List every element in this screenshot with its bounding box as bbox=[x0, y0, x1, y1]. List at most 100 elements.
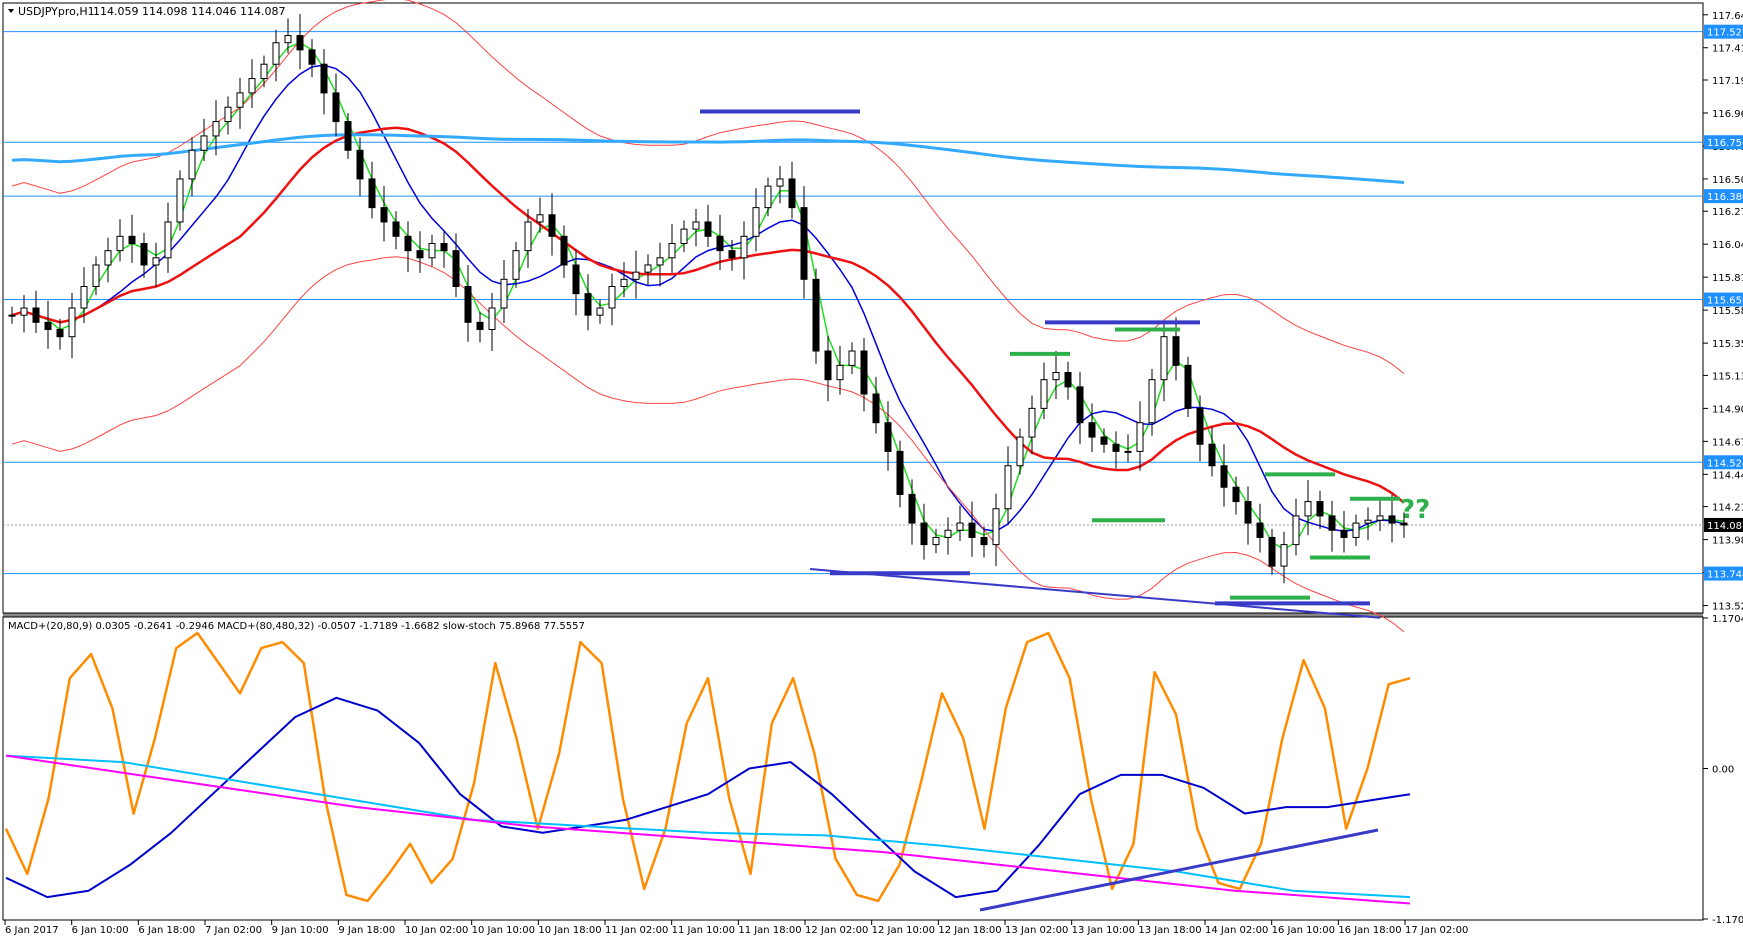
candle-body bbox=[332, 92, 340, 123]
candle-body bbox=[128, 235, 136, 244]
candle-body bbox=[356, 149, 364, 180]
candle-body bbox=[464, 285, 472, 323]
candle-body bbox=[1136, 422, 1144, 452]
y-tick-label: 117.415 bbox=[1712, 44, 1743, 55]
candle-body bbox=[1376, 515, 1384, 521]
x-tick-label: 6 Jan 2017 bbox=[5, 925, 59, 936]
candle-body bbox=[488, 307, 496, 331]
candle-body bbox=[1268, 536, 1276, 567]
candle-body bbox=[236, 92, 244, 108]
candle-body bbox=[908, 493, 916, 524]
candle-body bbox=[1148, 379, 1156, 424]
candle-body bbox=[404, 235, 412, 252]
question-annotation: ?? bbox=[1400, 495, 1430, 525]
candle-body bbox=[992, 508, 1000, 546]
candle-body bbox=[1244, 501, 1252, 524]
ma-long-line bbox=[11, 133, 1405, 184]
candle-body bbox=[968, 522, 976, 538]
candle-body bbox=[656, 257, 664, 266]
candle-body bbox=[884, 422, 892, 452]
candle-body bbox=[956, 522, 964, 531]
candle-body bbox=[188, 149, 196, 180]
ind-y-tick-label: 1.1704 bbox=[1712, 614, 1743, 625]
y-tick-label: 114.900 bbox=[1712, 404, 1743, 415]
candle-body bbox=[500, 278, 508, 309]
candle-body bbox=[1112, 443, 1120, 452]
candle-body bbox=[584, 293, 592, 316]
candle-body bbox=[1280, 544, 1288, 567]
x-tick-label: 14 Jan 02:00 bbox=[1205, 925, 1268, 936]
candle-body bbox=[32, 307, 40, 323]
candle-body bbox=[1400, 522, 1408, 526]
candle-body bbox=[56, 329, 64, 338]
candle-body bbox=[428, 242, 436, 259]
candle-body bbox=[920, 522, 928, 546]
candle-body bbox=[344, 121, 352, 151]
indicator-line bbox=[5, 696, 1411, 899]
candle-body bbox=[752, 207, 760, 237]
candle-body bbox=[452, 250, 460, 287]
candle-body bbox=[1172, 336, 1180, 366]
candle-body bbox=[512, 250, 520, 280]
x-tick-label: 16 Jan 18:00 bbox=[1338, 925, 1401, 936]
candle-body bbox=[1196, 407, 1204, 445]
price-label: 116.380 bbox=[1707, 192, 1743, 203]
candle-body bbox=[20, 307, 28, 316]
price-label: 114.087 bbox=[1707, 521, 1743, 532]
indicator-line bbox=[5, 754, 1411, 905]
candle-body bbox=[416, 250, 424, 259]
candle-body bbox=[392, 221, 400, 237]
candle-body bbox=[1016, 436, 1024, 467]
dropdown-arrow-icon[interactable] bbox=[8, 9, 14, 13]
candle-body bbox=[872, 393, 880, 424]
x-tick-label: 10 Jan 18:00 bbox=[538, 925, 601, 936]
candle-body bbox=[248, 78, 256, 94]
ma-mid-line bbox=[11, 64, 1405, 532]
candle-body bbox=[1220, 465, 1228, 488]
candle-body bbox=[380, 207, 388, 223]
candle-body bbox=[524, 221, 532, 252]
candle-body bbox=[944, 529, 952, 538]
candle-body bbox=[1328, 515, 1336, 531]
y-tick-label: 115.815 bbox=[1712, 273, 1743, 284]
candle-body bbox=[1028, 407, 1036, 438]
candle-body bbox=[668, 242, 676, 259]
candle-body bbox=[824, 350, 832, 381]
candle-body bbox=[644, 264, 652, 273]
price-label: 113.748 bbox=[1707, 570, 1743, 581]
y-tick-label: 117.190 bbox=[1712, 76, 1743, 87]
header: USDJPYpro,H1 114.059 114.098 114.046 114… bbox=[8, 5, 285, 18]
candle-body bbox=[440, 242, 448, 252]
ind-y-tick-label: 0.00 bbox=[1712, 765, 1734, 776]
price-label: 114.524 bbox=[1707, 458, 1743, 469]
candle-body bbox=[368, 178, 376, 209]
indicator-title: MACD+(20,80,9) 0.0305 -0.2641 -0.2946 MA… bbox=[8, 621, 585, 632]
candle-body bbox=[200, 135, 208, 151]
x-tick-label: 11 Jan 18:00 bbox=[738, 925, 801, 936]
candle-body bbox=[1256, 522, 1264, 538]
candle-body bbox=[716, 235, 724, 252]
candle-body bbox=[596, 307, 604, 316]
price-label-box bbox=[1704, 24, 1743, 39]
candle-body bbox=[1160, 336, 1168, 381]
symbol-title: USDJPYpro,H1 bbox=[18, 5, 95, 18]
candle-body bbox=[788, 178, 796, 209]
price-label: 117.527 bbox=[1707, 28, 1743, 39]
candle-body bbox=[1064, 372, 1072, 388]
candle-body bbox=[764, 185, 772, 209]
candle-body bbox=[260, 63, 268, 80]
y-tick-label: 115.130 bbox=[1712, 371, 1743, 382]
x-tick-label: 13 Jan 10:00 bbox=[1072, 925, 1135, 936]
candle-body bbox=[284, 35, 292, 44]
x-tick-label: 11 Jan 02:00 bbox=[605, 925, 668, 936]
candle-body bbox=[140, 242, 148, 266]
candle-body bbox=[776, 178, 784, 187]
candle-body bbox=[176, 178, 184, 223]
candle-body bbox=[980, 536, 988, 546]
candle-body bbox=[1004, 465, 1012, 510]
price-label-box bbox=[1704, 455, 1743, 470]
candle-body bbox=[476, 321, 484, 331]
candle-body bbox=[560, 235, 568, 266]
candle-body bbox=[1076, 386, 1084, 424]
